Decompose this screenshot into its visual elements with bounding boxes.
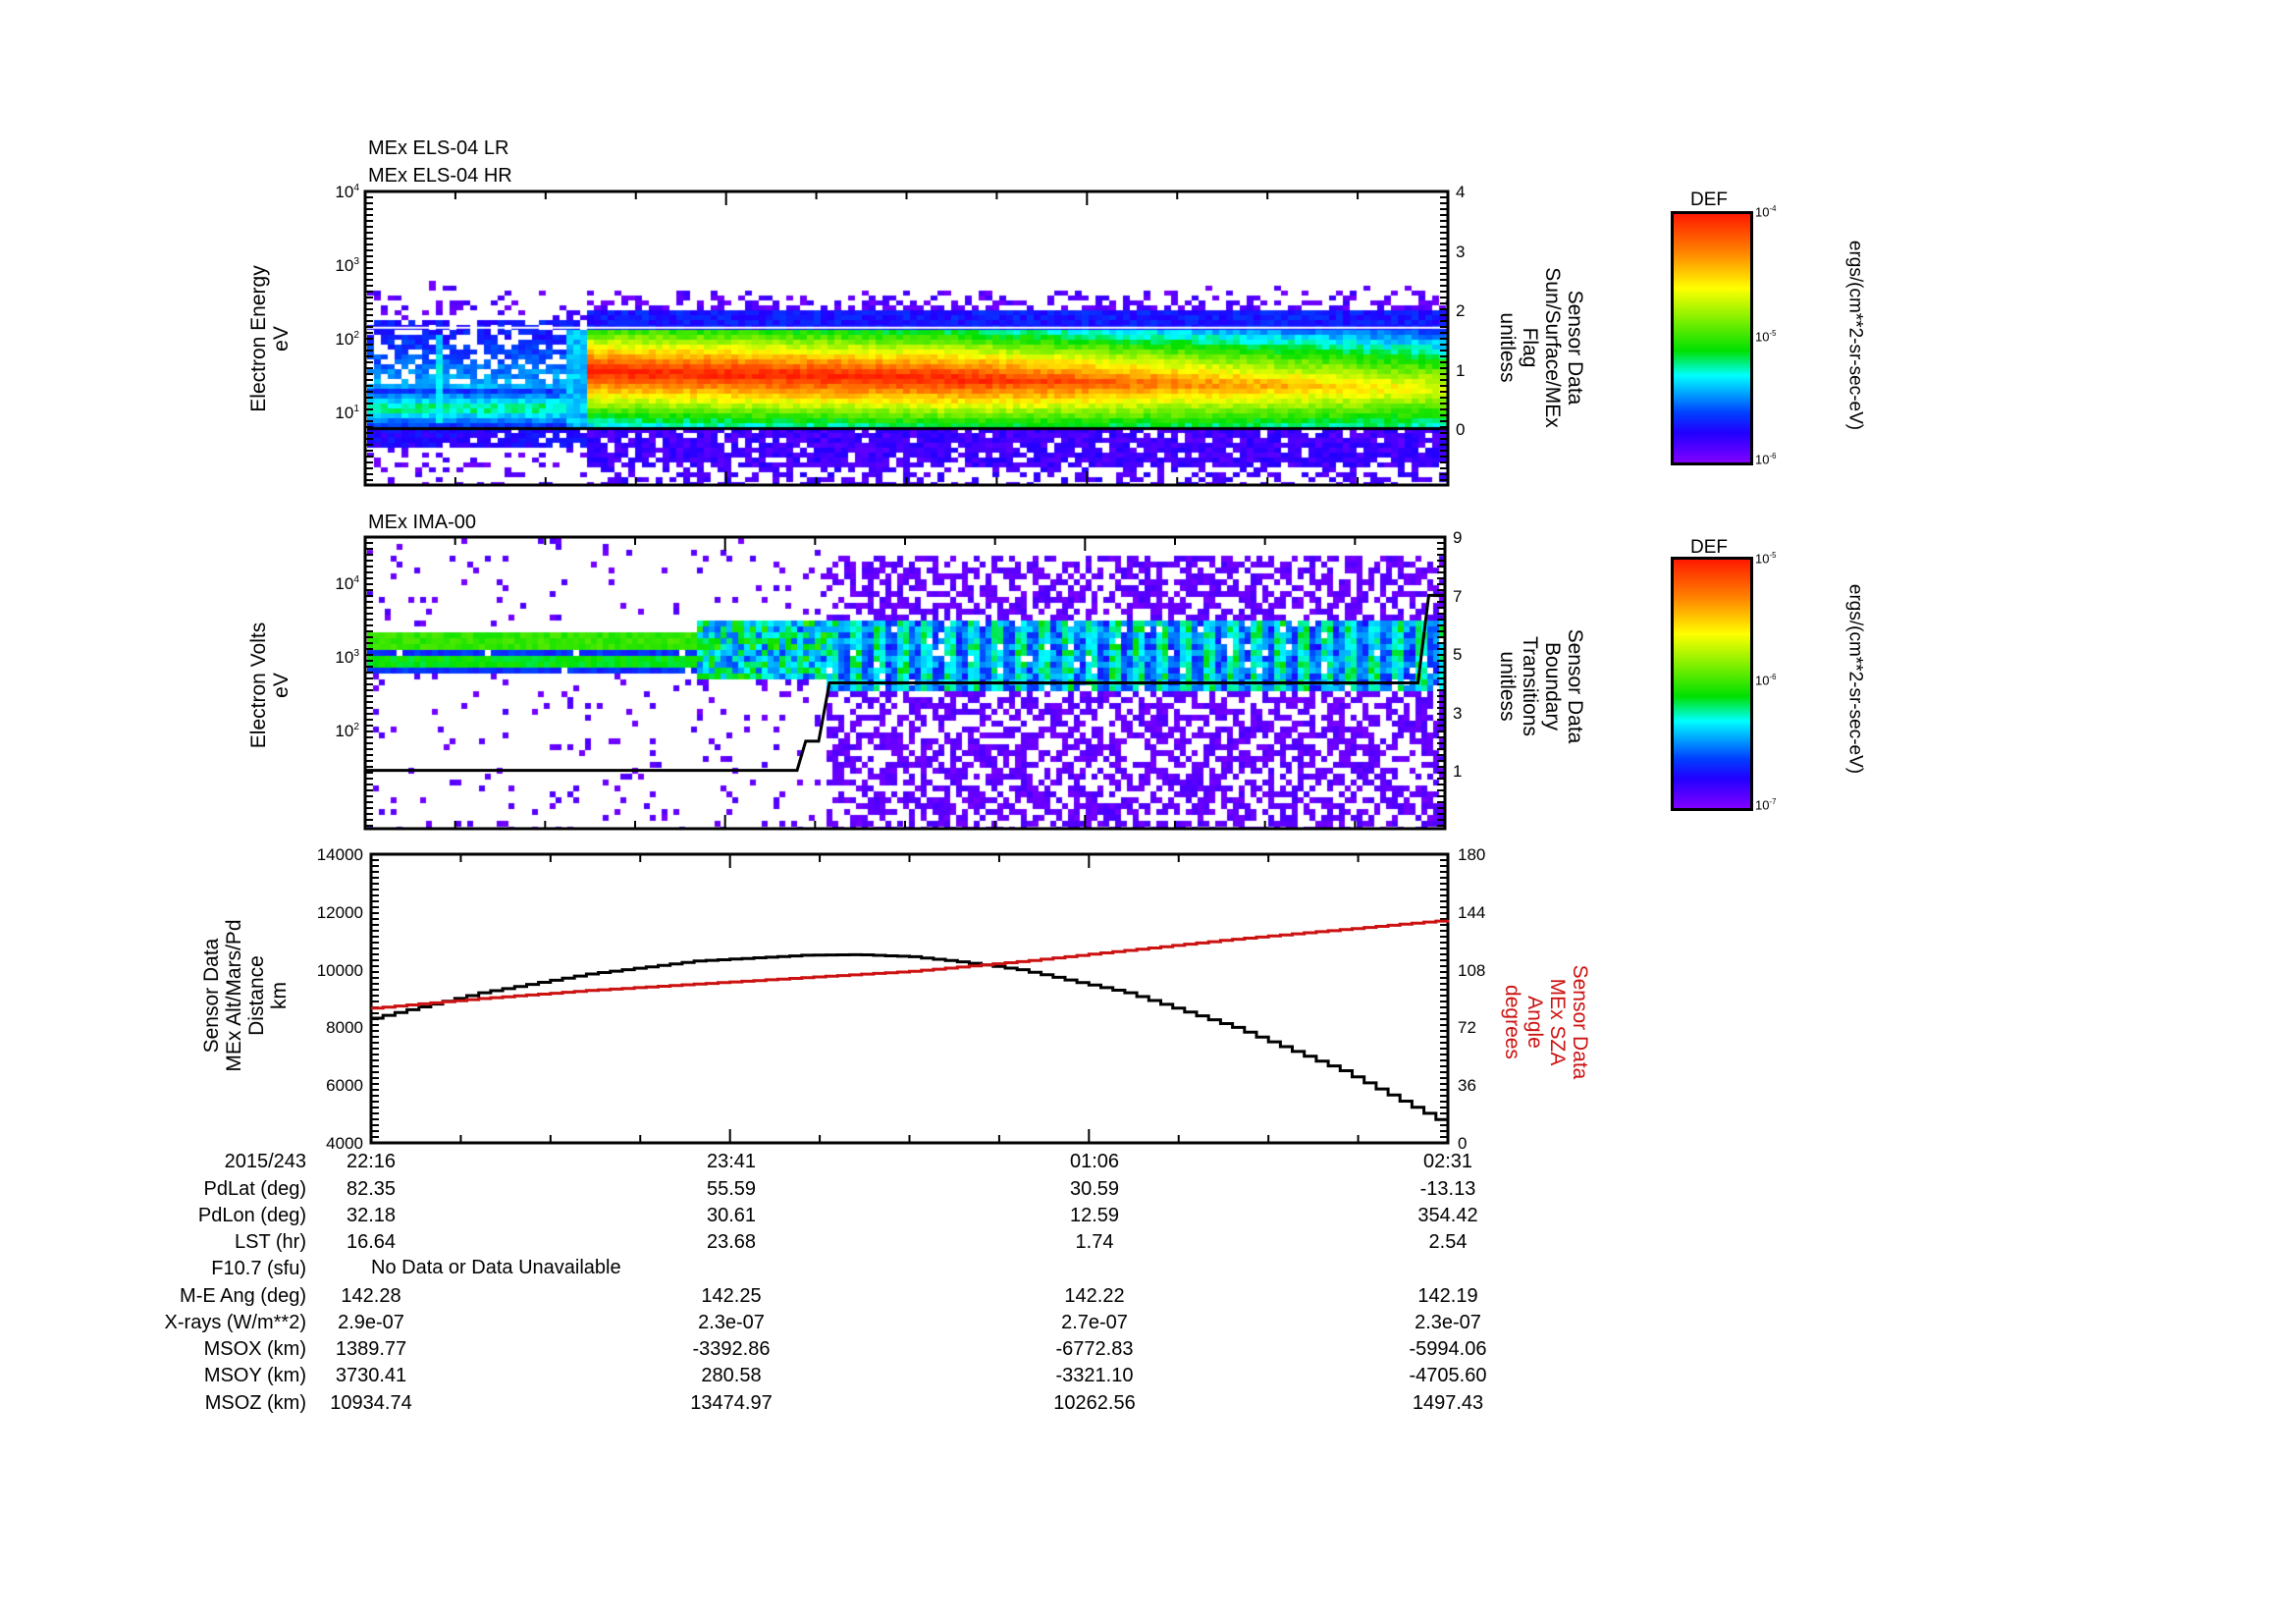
ephem-value: 142.22 (1064, 1285, 1125, 1307)
ima-right-ytick: 5 (1453, 645, 1463, 664)
ephem-value: -5994.06 (1409, 1338, 1487, 1360)
ephem-value: 22:16 (346, 1151, 397, 1172)
ephem-row-label: PdLon (deg) (197, 1205, 306, 1226)
ephem-value: 55.59 (706, 1178, 757, 1200)
ephem-value: 16.64 (346, 1231, 397, 1253)
ima-title: MEx IMA-00 (368, 512, 477, 533)
ephem-note: No Data or Data Unavailable (371, 1257, 621, 1278)
els-ytick: 102 (335, 330, 359, 350)
ima-right-ytick: 9 (1453, 528, 1463, 547)
ephem-value: -3392.86 (692, 1338, 771, 1360)
ephem-value: 2.3e-07 (1415, 1312, 1481, 1333)
els-cb-min: 10-6 (1755, 452, 1777, 467)
ephem-value: 3730.41 (335, 1365, 407, 1386)
ephem-value: -6772.83 (1055, 1338, 1134, 1360)
ephem-row-label: MSOX (km) (203, 1338, 306, 1360)
ephem-value: 10934.74 (330, 1392, 412, 1414)
altitude-line (371, 952, 1450, 1126)
alt-ytick: 12000 (316, 902, 363, 922)
sza-line (371, 919, 1450, 1010)
ima-colorbar-title: DEF (1690, 537, 1728, 558)
ephem-value: 13474.97 (690, 1392, 773, 1414)
els-right-ytick: 1 (1456, 360, 1466, 380)
els-ytick: 104 (335, 183, 359, 202)
ima-right-ytick: 3 (1453, 703, 1463, 723)
alt-ytick: 14000 (316, 845, 363, 864)
ephem-value: -3321.10 (1055, 1365, 1134, 1386)
alt-right-ytick: 72 (1458, 1018, 1476, 1038)
ephem-value: 12.59 (1069, 1205, 1120, 1226)
ima-ytick: 104 (335, 574, 359, 594)
ephem-value: 2.3e-07 (698, 1312, 765, 1333)
alt-ytick: 6000 (326, 1076, 363, 1096)
ephem-value: 02:31 (1422, 1151, 1473, 1172)
alt-ytick: 10000 (316, 960, 363, 980)
ima-colorbar (1671, 557, 1753, 811)
ephem-value: 2.9e-07 (338, 1312, 404, 1333)
ephem-value: 142.25 (701, 1285, 762, 1307)
ima-cb-mid: 10-6 (1755, 673, 1777, 688)
ephem-value: 1389.77 (335, 1338, 407, 1360)
ephem-row-label: LST (hr) (235, 1231, 306, 1253)
els-title-lr: MEx ELS-04 LR (368, 137, 509, 159)
ima-cb-max: 10-5 (1755, 551, 1777, 567)
alt-right-ytick: 36 (1458, 1076, 1476, 1096)
ephem-row-label: MSOZ (km) (204, 1392, 306, 1414)
els-frame (363, 189, 1450, 487)
ephem-value: -4705.60 (1409, 1365, 1487, 1386)
ima-ytick: 102 (335, 722, 359, 741)
ephem-value: -13.13 (1419, 1178, 1476, 1200)
ephem-row-label: F10.7 (sfu) (211, 1258, 306, 1279)
ephem-value: 1.74 (1075, 1231, 1114, 1253)
els-ytick: 101 (335, 404, 359, 423)
ephem-row-label: X-rays (W/m**2) (164, 1312, 306, 1333)
els-cb-max: 10-4 (1755, 204, 1777, 220)
ephem-value: 23:41 (706, 1151, 757, 1172)
ephem-value: 280.58 (701, 1365, 762, 1386)
alt-right-ytick: 144 (1458, 902, 1486, 922)
ephem-value: 142.28 (341, 1285, 401, 1307)
alt-right-ytick: 180 (1458, 845, 1486, 864)
els-cb-mid: 10-5 (1755, 329, 1777, 345)
els-right-ytick: 0 (1456, 420, 1466, 439)
ephem-value: 354.42 (1417, 1205, 1478, 1226)
els-right-ytick: 4 (1456, 183, 1466, 201)
ephem-value: 2.7e-07 (1061, 1312, 1128, 1333)
els-right-ytick: 3 (1456, 242, 1466, 261)
ephem-value: 2.54 (1428, 1231, 1468, 1253)
ephem-row-label: MSOY (km) (203, 1365, 306, 1386)
ephem-row-label: 2015/243 (224, 1151, 306, 1172)
ima-ytick: 103 (335, 648, 359, 668)
ima-cb-min: 10-7 (1755, 797, 1777, 813)
alt-frame (369, 852, 1450, 1145)
ephem-value: 82.35 (346, 1178, 397, 1200)
ephem-value: 1497.43 (1412, 1392, 1484, 1414)
ephem-value: 30.59 (1069, 1178, 1120, 1200)
ephem-row-label: PdLat (deg) (203, 1178, 306, 1200)
els-colorbar-title: DEF (1690, 189, 1728, 210)
ima-right-ytick: 1 (1453, 762, 1463, 781)
els-right-ytick: 2 (1456, 301, 1466, 320)
ephem-value: 01:06 (1069, 1151, 1120, 1172)
alt-right-ytick: 0 (1458, 1134, 1468, 1153)
ephem-value: 32.18 (346, 1205, 397, 1226)
alt-ytick: 4000 (326, 1134, 363, 1153)
alt-right-ytick: 108 (1458, 960, 1486, 980)
els-ytick: 103 (335, 256, 359, 276)
els-title-hr: MEx ELS-04 HR (368, 165, 512, 187)
els-spectrogram (367, 192, 1447, 484)
ephem-value: 10262.56 (1053, 1392, 1136, 1414)
alt-ytick: 8000 (326, 1018, 363, 1038)
ephem-row-label: M-E Ang (deg) (180, 1285, 306, 1307)
boundary-transitions-line (365, 593, 1445, 773)
ephem-value: 23.68 (706, 1231, 757, 1253)
ephem-value: 142.19 (1417, 1285, 1478, 1307)
ima-right-ytick: 7 (1453, 586, 1463, 606)
ephem-value: 30.61 (706, 1205, 757, 1226)
els-colorbar (1671, 211, 1753, 465)
